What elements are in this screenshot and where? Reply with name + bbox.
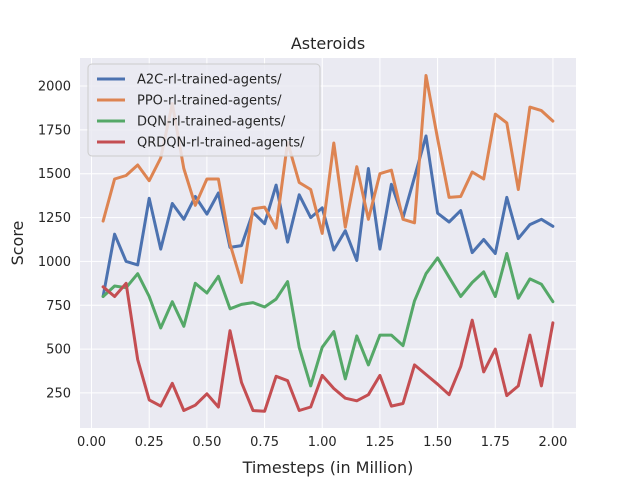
- legend-label: A2C-rl-trained-agents/: [137, 73, 282, 88]
- y-tick-label: 1500: [38, 167, 71, 182]
- legend: A2C-rl-trained-agents/PPO-rl-trained-age…: [87, 63, 321, 157]
- series-line-4: [101, 281, 555, 413]
- y-tick-labels: 250 500 750 1000 1250 1500 1750 2000: [38, 80, 71, 402]
- x-tick-label: 1.25: [365, 435, 394, 450]
- y-tick-label: 750: [46, 299, 71, 314]
- series-line-3: [101, 252, 555, 388]
- x-tick-labels: 0.00 0.25 0.50 0.75 1.00 1.25 1.50 1.75 2.00: [77, 435, 567, 450]
- chart-title: Asteroids: [291, 34, 365, 53]
- x-tick-label: 2.00: [538, 435, 567, 450]
- x-tick-label: 0.50: [192, 435, 221, 450]
- y-tick-label: 1750: [38, 123, 71, 138]
- y-tick-label: 2000: [38, 80, 71, 95]
- legend-label: QRDQN-rl-trained-agents/: [137, 136, 305, 151]
- legend-label: PPO-rl-trained-agents/: [137, 94, 282, 109]
- x-tick-label: 1.75: [481, 435, 510, 450]
- legend-box: [87, 63, 321, 157]
- series-line-1: [101, 134, 555, 298]
- y-tick-label: 1250: [38, 211, 71, 226]
- x-axis-label: Timesteps (in Million): [242, 458, 414, 477]
- y-tick-label: 1000: [38, 255, 71, 270]
- y-tick-label: 500: [46, 343, 71, 358]
- x-tick-label: 1.50: [423, 435, 452, 450]
- legend-label: DQN-rl-trained-agents/: [137, 115, 286, 130]
- x-tick-label: 0.25: [135, 435, 164, 450]
- y-axis-label: Score: [8, 221, 27, 266]
- x-tick-label: 0.75: [250, 435, 279, 450]
- y-tick-label: 250: [46, 386, 71, 401]
- x-tick-label: 0.00: [77, 435, 106, 450]
- x-tick-label: 1.00: [308, 435, 337, 450]
